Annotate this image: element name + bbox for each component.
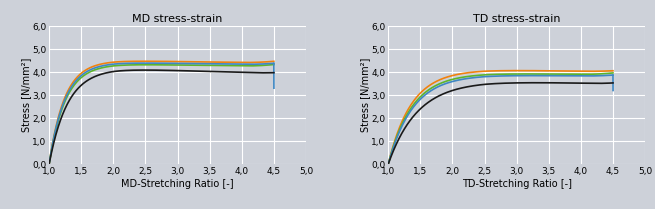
Y-axis label: Stress [N/mm²]: Stress [N/mm²] [360, 58, 370, 132]
Y-axis label: Stress [N/mm²]: Stress [N/mm²] [21, 58, 31, 132]
Title: TD stress-strain: TD stress-strain [473, 14, 561, 24]
X-axis label: TD-Stretching Ratio [-]: TD-Stretching Ratio [-] [462, 179, 572, 189]
X-axis label: MD-Stretching Ratio [-]: MD-Stretching Ratio [-] [121, 179, 234, 189]
Title: MD stress-strain: MD stress-strain [132, 14, 223, 24]
